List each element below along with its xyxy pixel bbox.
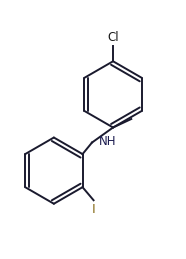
Text: Cl: Cl <box>107 31 119 44</box>
Text: NH: NH <box>98 135 116 148</box>
Text: I: I <box>92 203 96 216</box>
